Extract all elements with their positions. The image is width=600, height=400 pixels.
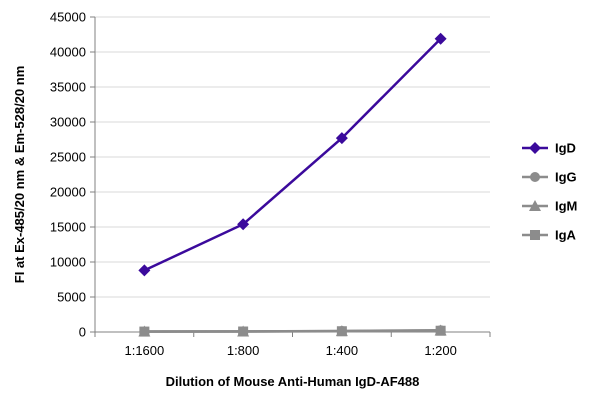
y-tick-label: 0 — [79, 325, 86, 340]
y-tick-label: 35000 — [50, 80, 86, 95]
y-tick-label: 25000 — [50, 150, 86, 165]
gridlines — [95, 16, 490, 333]
series-lines — [138, 32, 447, 337]
legend-item-igd: IgD — [522, 141, 576, 156]
y-tick-label: 5000 — [57, 290, 86, 305]
legend-label: IgG — [555, 170, 577, 185]
data-point-igd — [138, 264, 151, 277]
x-tick-label: 1:200 — [424, 343, 457, 358]
legend-item-iga: IgA — [522, 228, 577, 243]
x-tick-label: 1:800 — [227, 343, 260, 358]
legend-marker — [530, 172, 540, 182]
x-axis-title: Dilution of Mouse Anti-Human IgD-AF488 — [166, 374, 420, 389]
series-igd — [138, 32, 447, 277]
data-point-igd — [434, 32, 447, 45]
x-tick-label: 1:400 — [326, 343, 359, 358]
series-iga — [139, 325, 446, 337]
legend-marker — [530, 230, 540, 240]
y-tick-label: 40000 — [50, 45, 86, 60]
series-line-iga — [144, 329, 441, 333]
y-tick-label: 20000 — [50, 185, 86, 200]
legend-item-igg: IgG — [522, 170, 577, 185]
legend-label: IgA — [555, 228, 577, 243]
y-axis-title: FI at Ex-485/20 nm & Em-528/20 nm — [12, 66, 27, 283]
data-point-iga — [139, 326, 150, 337]
legend: IgD IgG IgM IgA — [522, 141, 577, 243]
data-point-iga — [238, 326, 249, 337]
data-point-iga — [435, 325, 446, 336]
legend-marker — [529, 200, 541, 211]
y-tick-label: 45000 — [50, 10, 86, 25]
legend-label: IgM — [555, 199, 577, 214]
legend-marker — [529, 142, 541, 154]
data-point-igd — [335, 132, 348, 145]
axes: 0 5000 10000 15000 20000 25000 30000 35000 40000… — [50, 10, 491, 358]
data-point-igd — [237, 218, 250, 231]
y-tick-label: 30000 — [50, 115, 86, 130]
legend-item-igm: IgM — [522, 199, 577, 214]
y-tick-label: 15000 — [50, 220, 86, 235]
legend-label: IgD — [555, 141, 576, 156]
y-tick-label: 10000 — [50, 255, 86, 270]
series-line-igd — [143, 37, 442, 272]
data-point-iga — [336, 326, 347, 337]
x-tick-label: 1:1600 — [124, 343, 164, 358]
